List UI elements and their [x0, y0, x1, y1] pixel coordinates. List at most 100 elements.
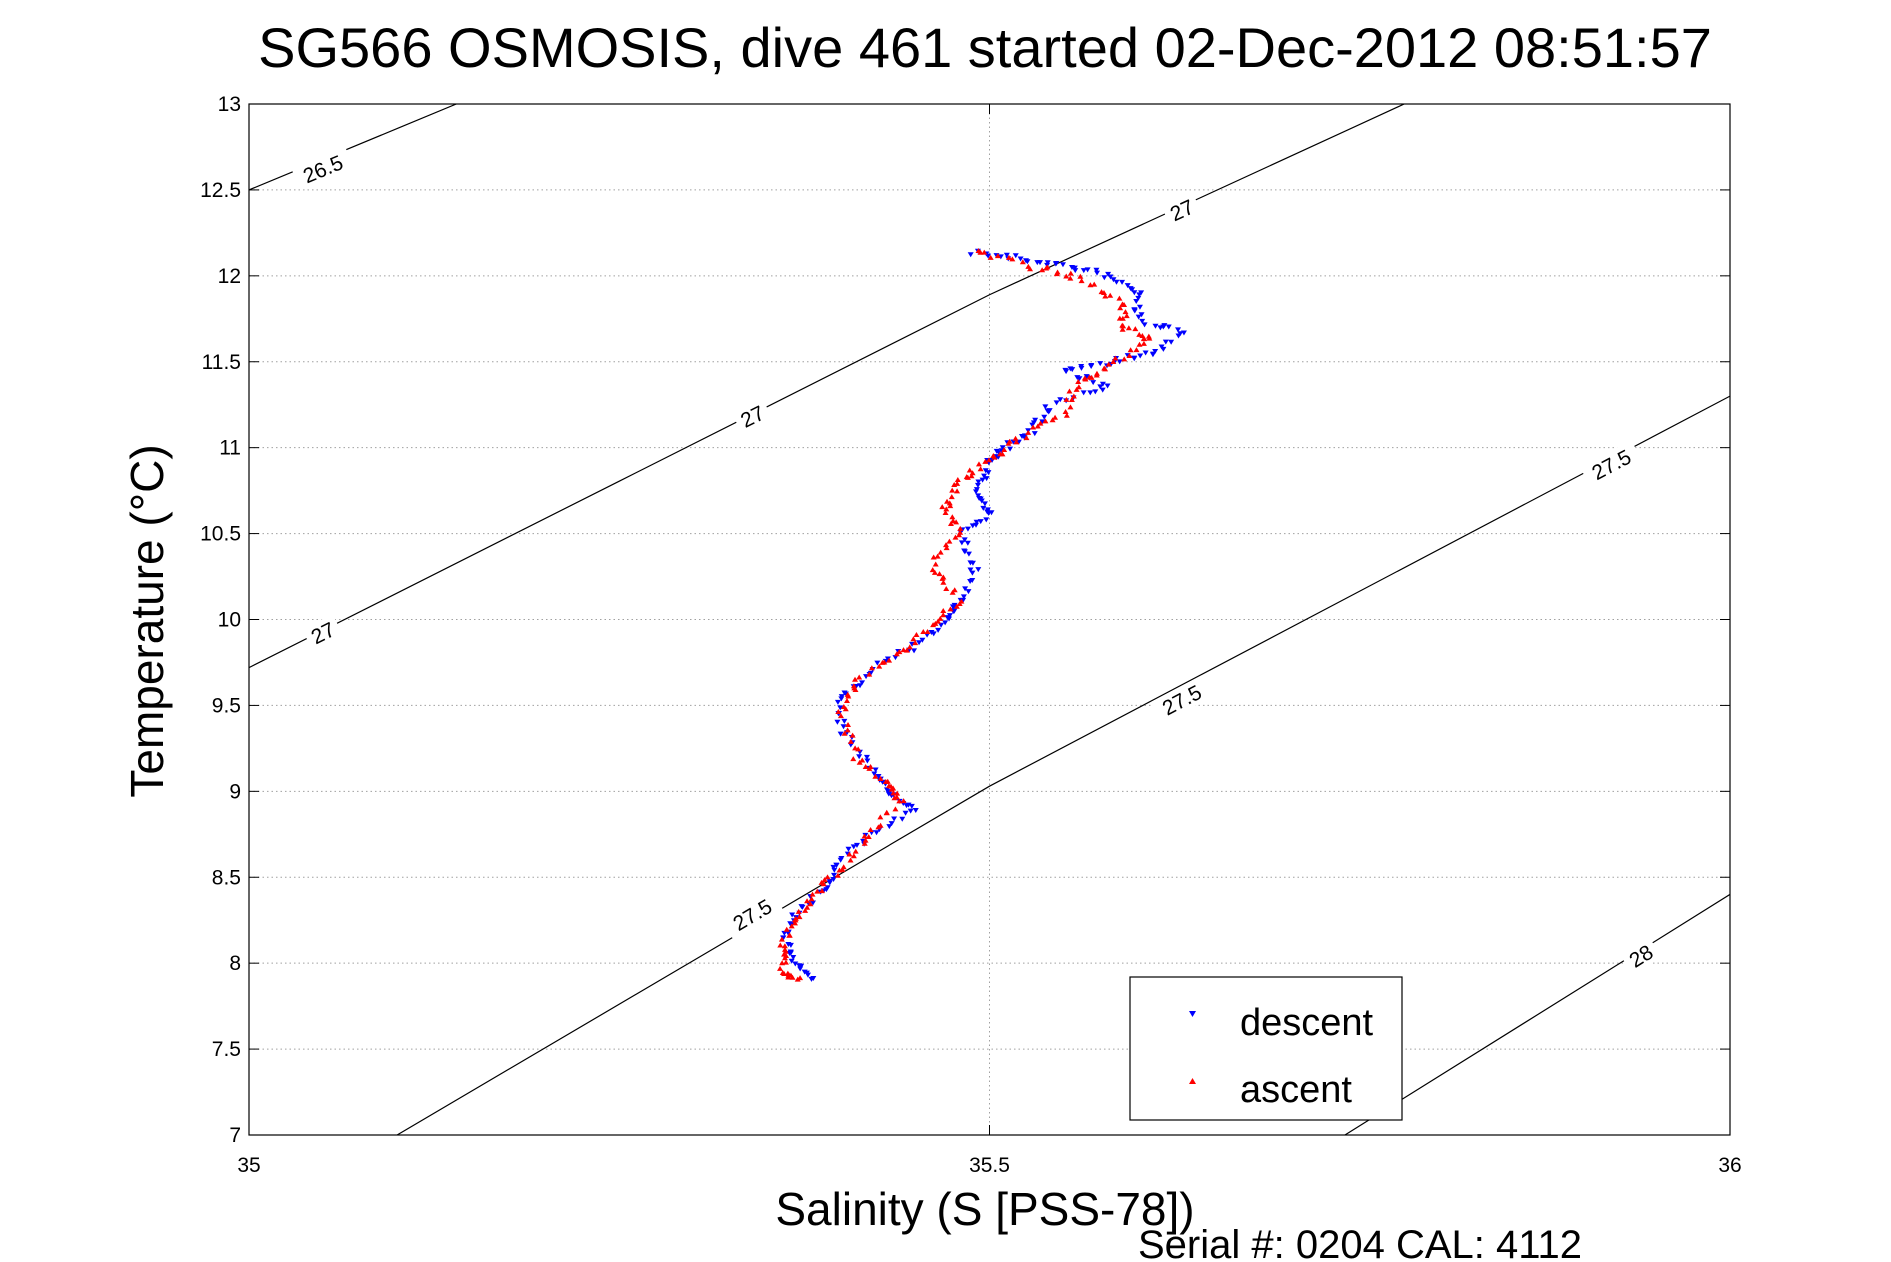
legend-box: [1129, 976, 1403, 1121]
ascent-point: [940, 608, 947, 614]
descent-point: [1080, 390, 1087, 396]
descent-point: [949, 604, 956, 610]
descent-point: [834, 699, 841, 705]
ascent-point: [842, 706, 849, 712]
ascent-point: [944, 498, 951, 504]
ascent-point: [866, 671, 873, 677]
descent-point: [1088, 362, 1095, 368]
descent-point: [985, 470, 992, 476]
ascent-point: [777, 942, 784, 948]
x-axis-label: Salinity (S [PSS-78]): [775, 1183, 1194, 1235]
ascent-point: [788, 923, 795, 929]
descent-point: [1160, 346, 1167, 352]
ascent-point: [939, 575, 946, 581]
ascent-point: [791, 920, 798, 926]
ascent-point: [1023, 435, 1030, 441]
descent-point: [872, 767, 879, 773]
ascent-point: [868, 665, 875, 671]
ascent-point: [943, 545, 950, 551]
ascent-point: [814, 888, 821, 894]
descent-point: [1071, 265, 1078, 271]
descent-point: [1136, 292, 1143, 298]
descent-point: [961, 548, 968, 554]
ascent-point: [884, 778, 891, 784]
ascent-point: [1121, 356, 1128, 362]
descent-point: [982, 468, 989, 474]
descent-point: [1107, 274, 1114, 280]
descent-point: [1099, 387, 1106, 393]
ascent-point: [1053, 271, 1060, 277]
ascent-point: [903, 647, 910, 653]
ascent-point: [930, 554, 937, 560]
descent-point: [859, 680, 866, 686]
descent-point: [856, 754, 863, 760]
descent-point: [981, 473, 988, 479]
descent-point: [1135, 314, 1142, 320]
ascent-point: [1132, 326, 1139, 332]
descent-point: [1090, 380, 1097, 386]
descent-point: [837, 705, 844, 711]
descent-point: [874, 660, 881, 666]
descent-point: [1042, 404, 1049, 410]
ascent-point: [940, 579, 947, 585]
legend-ascent-label: ascent: [1240, 1069, 1352, 1111]
ascent-point: [906, 644, 913, 650]
x-tick-label: 36: [1718, 1154, 1741, 1177]
ascent-point: [1005, 254, 1012, 260]
ascent-point: [1102, 293, 1109, 299]
ascent-point: [850, 683, 857, 689]
descent-point: [1162, 339, 1169, 345]
ascent-point: [975, 461, 982, 467]
contour-label-bg: [720, 889, 784, 940]
ascent-point: [937, 615, 944, 621]
ascent-point: [1067, 275, 1074, 281]
descent-point: [1067, 366, 1074, 372]
descent-point: [840, 724, 847, 730]
descent-point: [873, 830, 880, 836]
descent-point: [1165, 324, 1172, 330]
ascent-point: [963, 474, 970, 480]
ascent-point: [876, 663, 883, 669]
ascent-point: [846, 851, 853, 857]
ascent-point: [934, 553, 941, 559]
ascent-point: [847, 738, 854, 744]
ascent-point: [934, 618, 941, 624]
ascent-point: [1100, 290, 1107, 296]
ascent-point: [1019, 259, 1026, 265]
ascent-point: [981, 249, 988, 255]
ascent-point: [795, 908, 802, 914]
descent-point: [871, 771, 878, 777]
ascent-point: [1117, 305, 1124, 311]
descent-point: [1133, 298, 1140, 304]
ascent-point: [1037, 420, 1044, 426]
x-tick-labels: 35 35.5 36: [237, 1154, 1741, 1177]
descent-point: [981, 501, 988, 507]
ascent-point: [1123, 313, 1130, 319]
ascent-point: [953, 603, 960, 609]
ascent-point: [797, 975, 804, 981]
descent-point: [792, 961, 799, 967]
ascent-point: [862, 837, 869, 843]
descent-point: [985, 253, 992, 259]
descent-point: [916, 640, 923, 646]
ascent-point: [953, 519, 960, 525]
descent-point: [975, 567, 982, 573]
descent-point: [830, 864, 837, 870]
y-axis-label: Temperature (°C): [121, 444, 173, 797]
descent-point: [1032, 417, 1039, 423]
ascent-point: [1025, 429, 1032, 435]
contour-label-bg: [1150, 675, 1213, 724]
ascent-point: [796, 914, 803, 920]
descent-point: [1152, 323, 1159, 329]
ascent-point: [855, 746, 862, 752]
descent-point: [780, 935, 787, 941]
descent-point: [785, 930, 792, 936]
descent-point: [999, 445, 1006, 451]
descent-point: [1003, 252, 1010, 258]
ascent-point: [1077, 273, 1084, 279]
ascent-point: [821, 876, 828, 882]
ascent-point: [968, 473, 975, 479]
ascent-point: [893, 794, 900, 800]
descent-point: [850, 844, 857, 850]
